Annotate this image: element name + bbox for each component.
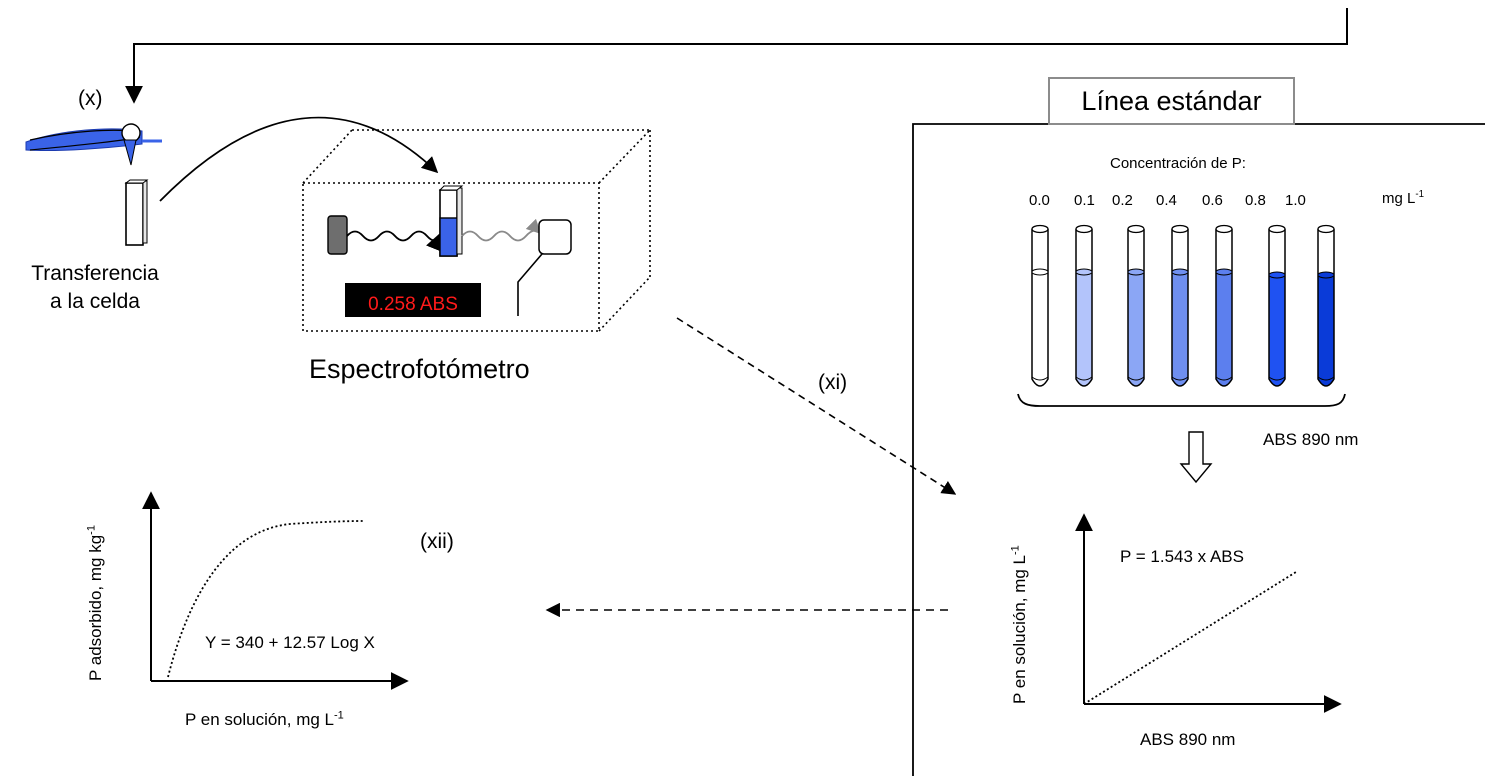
dashed-arrow-to-standard bbox=[676, 317, 957, 495]
transmitted-beam-wave bbox=[461, 218, 542, 242]
concentration-value: 1.0 bbox=[1285, 192, 1306, 209]
pipette-icon bbox=[25, 123, 162, 166]
hollow-down-arrow-icon bbox=[1179, 431, 1213, 484]
transfer-label-line2: a la celda bbox=[50, 290, 140, 313]
absorbance-display: 0.258 ABS bbox=[345, 283, 481, 317]
test-tube bbox=[1127, 224, 1145, 387]
sample-cuvette-icon bbox=[438, 185, 464, 257]
calibration-equation: P = 1.543 x ABS bbox=[1120, 547, 1244, 566]
calibration-xlabel: ABS 890 nm bbox=[1140, 730, 1236, 749]
light-source-icon bbox=[327, 215, 348, 255]
concentration-value: 0.6 bbox=[1202, 192, 1223, 209]
light-beam-wave bbox=[346, 230, 442, 252]
transfer-cuvette-icon bbox=[124, 179, 149, 246]
spectrophotometer-label: Espectrofotómetro bbox=[309, 354, 530, 384]
calibration-line bbox=[1083, 571, 1297, 705]
isotherm-ylabel: P adsorbido, mg kg-1 bbox=[85, 525, 105, 681]
step-xii-label: (xii) bbox=[420, 530, 454, 553]
test-tube bbox=[1075, 224, 1093, 387]
concentration-value: 0.0 bbox=[1029, 192, 1050, 209]
test-tube bbox=[1317, 224, 1335, 387]
concentration-value: 0.1 bbox=[1074, 192, 1095, 209]
abs-wavelength-label: ABS 890 nm bbox=[1263, 430, 1359, 449]
test-tube bbox=[1031, 224, 1049, 387]
isotherm-xlabel: P en solución, mg L-1 bbox=[185, 709, 344, 729]
test-tube bbox=[1215, 224, 1233, 387]
step-x-label: (x) bbox=[78, 87, 103, 110]
calibration-plot bbox=[1075, 513, 1342, 713]
concentration-unit: mg L-1 bbox=[1382, 189, 1425, 207]
isotherm-plot bbox=[142, 491, 409, 690]
transfer-label-line1: Transferencia bbox=[31, 262, 159, 285]
concentration-value: 0.4 bbox=[1156, 192, 1177, 209]
detector-icon bbox=[538, 219, 572, 255]
calibration-ylabel: P en solución, mg L-1 bbox=[1009, 545, 1029, 704]
return-connector bbox=[125, 8, 1348, 104]
absorbance-reading: 0.258 ABS bbox=[368, 294, 458, 315]
detector-wire bbox=[517, 253, 543, 316]
transfer-arrow bbox=[159, 116, 439, 202]
standard-line-title: Línea estándar bbox=[1048, 77, 1295, 125]
isotherm-curve bbox=[167, 520, 364, 678]
step-xi-label: (xi) bbox=[818, 371, 848, 394]
tubes-brace bbox=[1017, 393, 1346, 407]
test-tube bbox=[1171, 224, 1189, 387]
concentration-value: 0.2 bbox=[1112, 192, 1133, 209]
isotherm-equation: Y = 340 + 12.57 Log X bbox=[205, 633, 375, 652]
standard-tubes bbox=[1031, 224, 1335, 387]
spectrophotometer-box bbox=[302, 129, 651, 332]
concentration-label: Concentración de P: bbox=[1110, 155, 1246, 172]
concentration-value: 0.8 bbox=[1245, 192, 1266, 209]
test-tube bbox=[1268, 224, 1286, 387]
